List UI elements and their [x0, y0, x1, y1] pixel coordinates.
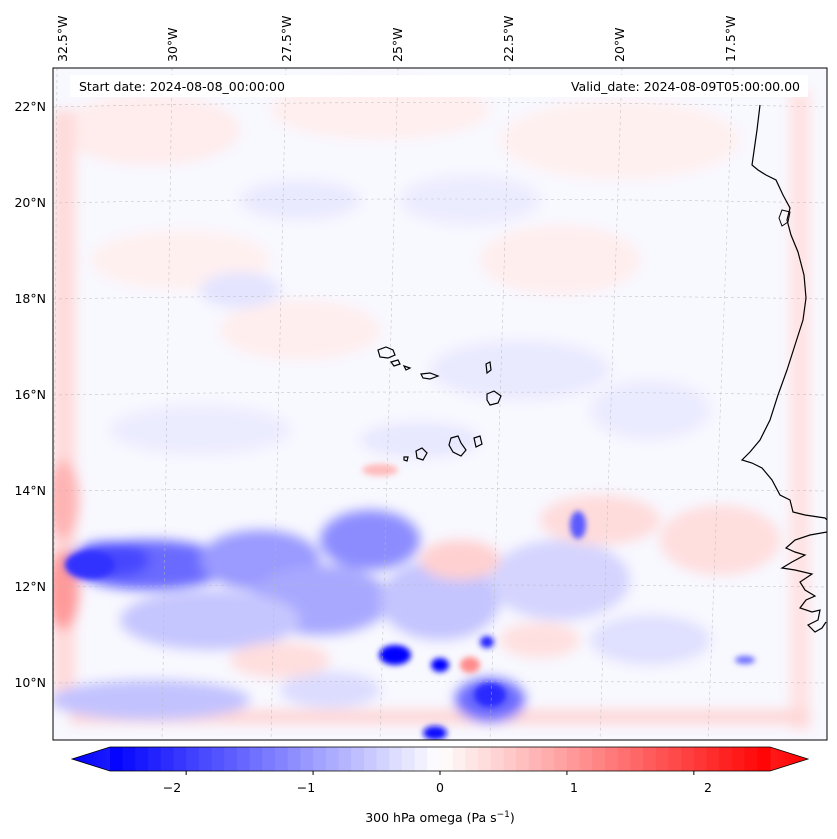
colorbar-step — [465, 747, 479, 771]
coastline-africa-south — [780, 531, 827, 633]
omega-cells — [65, 464, 755, 740]
date-banner — [70, 75, 808, 97]
colorbar-step — [490, 747, 505, 771]
colorbar-step — [110, 747, 124, 771]
colorbar: −2 −1 0 1 2 300 hPa omega (Pa s−1) — [70, 746, 810, 825]
colorbar-step — [300, 747, 314, 771]
colorbar-step — [630, 747, 644, 771]
colorbar-step — [541, 747, 555, 771]
colorbar-step — [313, 747, 327, 771]
lat-label: 16°N — [14, 387, 46, 402]
colorbar-step — [554, 747, 568, 771]
valid-date-text: Valid_date: 2024-08-09T05:00:00.00 — [571, 79, 800, 94]
lon-label: 17.5°W — [723, 16, 738, 62]
colorbar-step — [376, 747, 390, 771]
colorbar-step — [427, 747, 441, 771]
colorbar-step — [516, 747, 530, 771]
lon-label: 25°W — [390, 27, 405, 62]
colorbar-step — [643, 747, 657, 771]
colorbar-tick-label: 1 — [570, 780, 578, 795]
colorbar-outline — [70, 746, 810, 772]
lon-label: 22.5°W — [501, 16, 516, 62]
lat-label: 22°N — [14, 99, 46, 114]
cape-verde-islands — [377, 346, 502, 462]
colorbar-tick-label: −2 — [163, 780, 181, 795]
colorbar-step — [566, 747, 581, 771]
colorbar-step — [325, 747, 340, 771]
colorbar-step — [249, 747, 263, 771]
colorbar-step — [440, 747, 454, 771]
colorbar-step — [592, 747, 606, 771]
lat-labels: 22°N 20°N 18°N 16°N 14°N 12°N 10°N — [14, 99, 46, 690]
colorbar-step — [338, 747, 352, 771]
colorbar-step — [186, 747, 200, 771]
colorbar-step — [617, 747, 631, 771]
colorbar-step — [363, 747, 378, 771]
colorbar-step — [744, 747, 758, 771]
colorbar-tick-label: 0 — [436, 780, 444, 795]
colorbar-label: 300 hPa omega (Pa s−1) — [365, 810, 515, 825]
colorbar-step — [275, 747, 289, 771]
lon-labels: 32.5°W 30°W 27.5°W 25°W 22.5°W 20°W 17.5… — [55, 16, 738, 62]
map-panel: Start date: 2024-08-08_00:00:00 Valid_da… — [53, 68, 827, 740]
colorbar-step — [706, 747, 720, 771]
colorbar-step — [389, 747, 403, 771]
coastline-africa — [740, 104, 827, 521]
colorbar-step — [122, 747, 136, 771]
colorbar-step — [236, 747, 251, 771]
lat-label: 10°N — [14, 675, 46, 690]
colorbar-ticks — [185, 771, 695, 775]
colorbar-steps — [110, 747, 771, 771]
start-date-text: Start date: 2024-08-08_00:00:00 — [79, 79, 285, 94]
colorbar-step — [668, 747, 682, 771]
colorbar-step — [135, 747, 149, 771]
colorbar-tick-label: 2 — [704, 780, 712, 795]
lat-label: 12°N — [14, 579, 46, 594]
colorbar-step — [452, 747, 466, 771]
colorbar-step — [605, 747, 619, 771]
lat-label: 20°N — [14, 195, 46, 210]
lon-label: 27.5°W — [279, 16, 294, 62]
colorbar-step — [224, 747, 238, 771]
colorbar-step — [693, 747, 708, 771]
lon-label: 32.5°W — [55, 16, 70, 62]
colorbar-step — [173, 747, 187, 771]
colorbar-step — [731, 747, 746, 771]
lon-label: 20°W — [612, 27, 627, 62]
colorbar-step — [757, 747, 771, 771]
colorbar-step — [414, 747, 428, 771]
colorbar-step — [148, 747, 162, 771]
colorbar-step — [579, 747, 593, 771]
colorbar-step — [401, 747, 416, 771]
coastline-island-dakar — [778, 209, 791, 227]
lat-label: 18°N — [14, 291, 46, 306]
colorbar-step — [160, 747, 175, 771]
colorbar-step — [351, 747, 365, 771]
colorbar-step — [719, 747, 733, 771]
colorbar-step — [528, 747, 543, 771]
colorbar-step — [287, 747, 301, 771]
colorbar-step — [478, 747, 492, 771]
lon-label: 30°W — [165, 27, 180, 62]
colorbar-step — [262, 747, 276, 771]
colorbar-step — [211, 747, 225, 771]
map-frame — [52, 67, 828, 741]
graticule — [53, 68, 827, 740]
colorbar-step — [198, 747, 213, 771]
lat-label: 14°N — [14, 483, 46, 498]
colorbar-step — [655, 747, 670, 771]
colorbar-tick-label: −1 — [297, 780, 315, 795]
colorbar-step — [503, 747, 517, 771]
colorbar-step — [681, 747, 695, 771]
